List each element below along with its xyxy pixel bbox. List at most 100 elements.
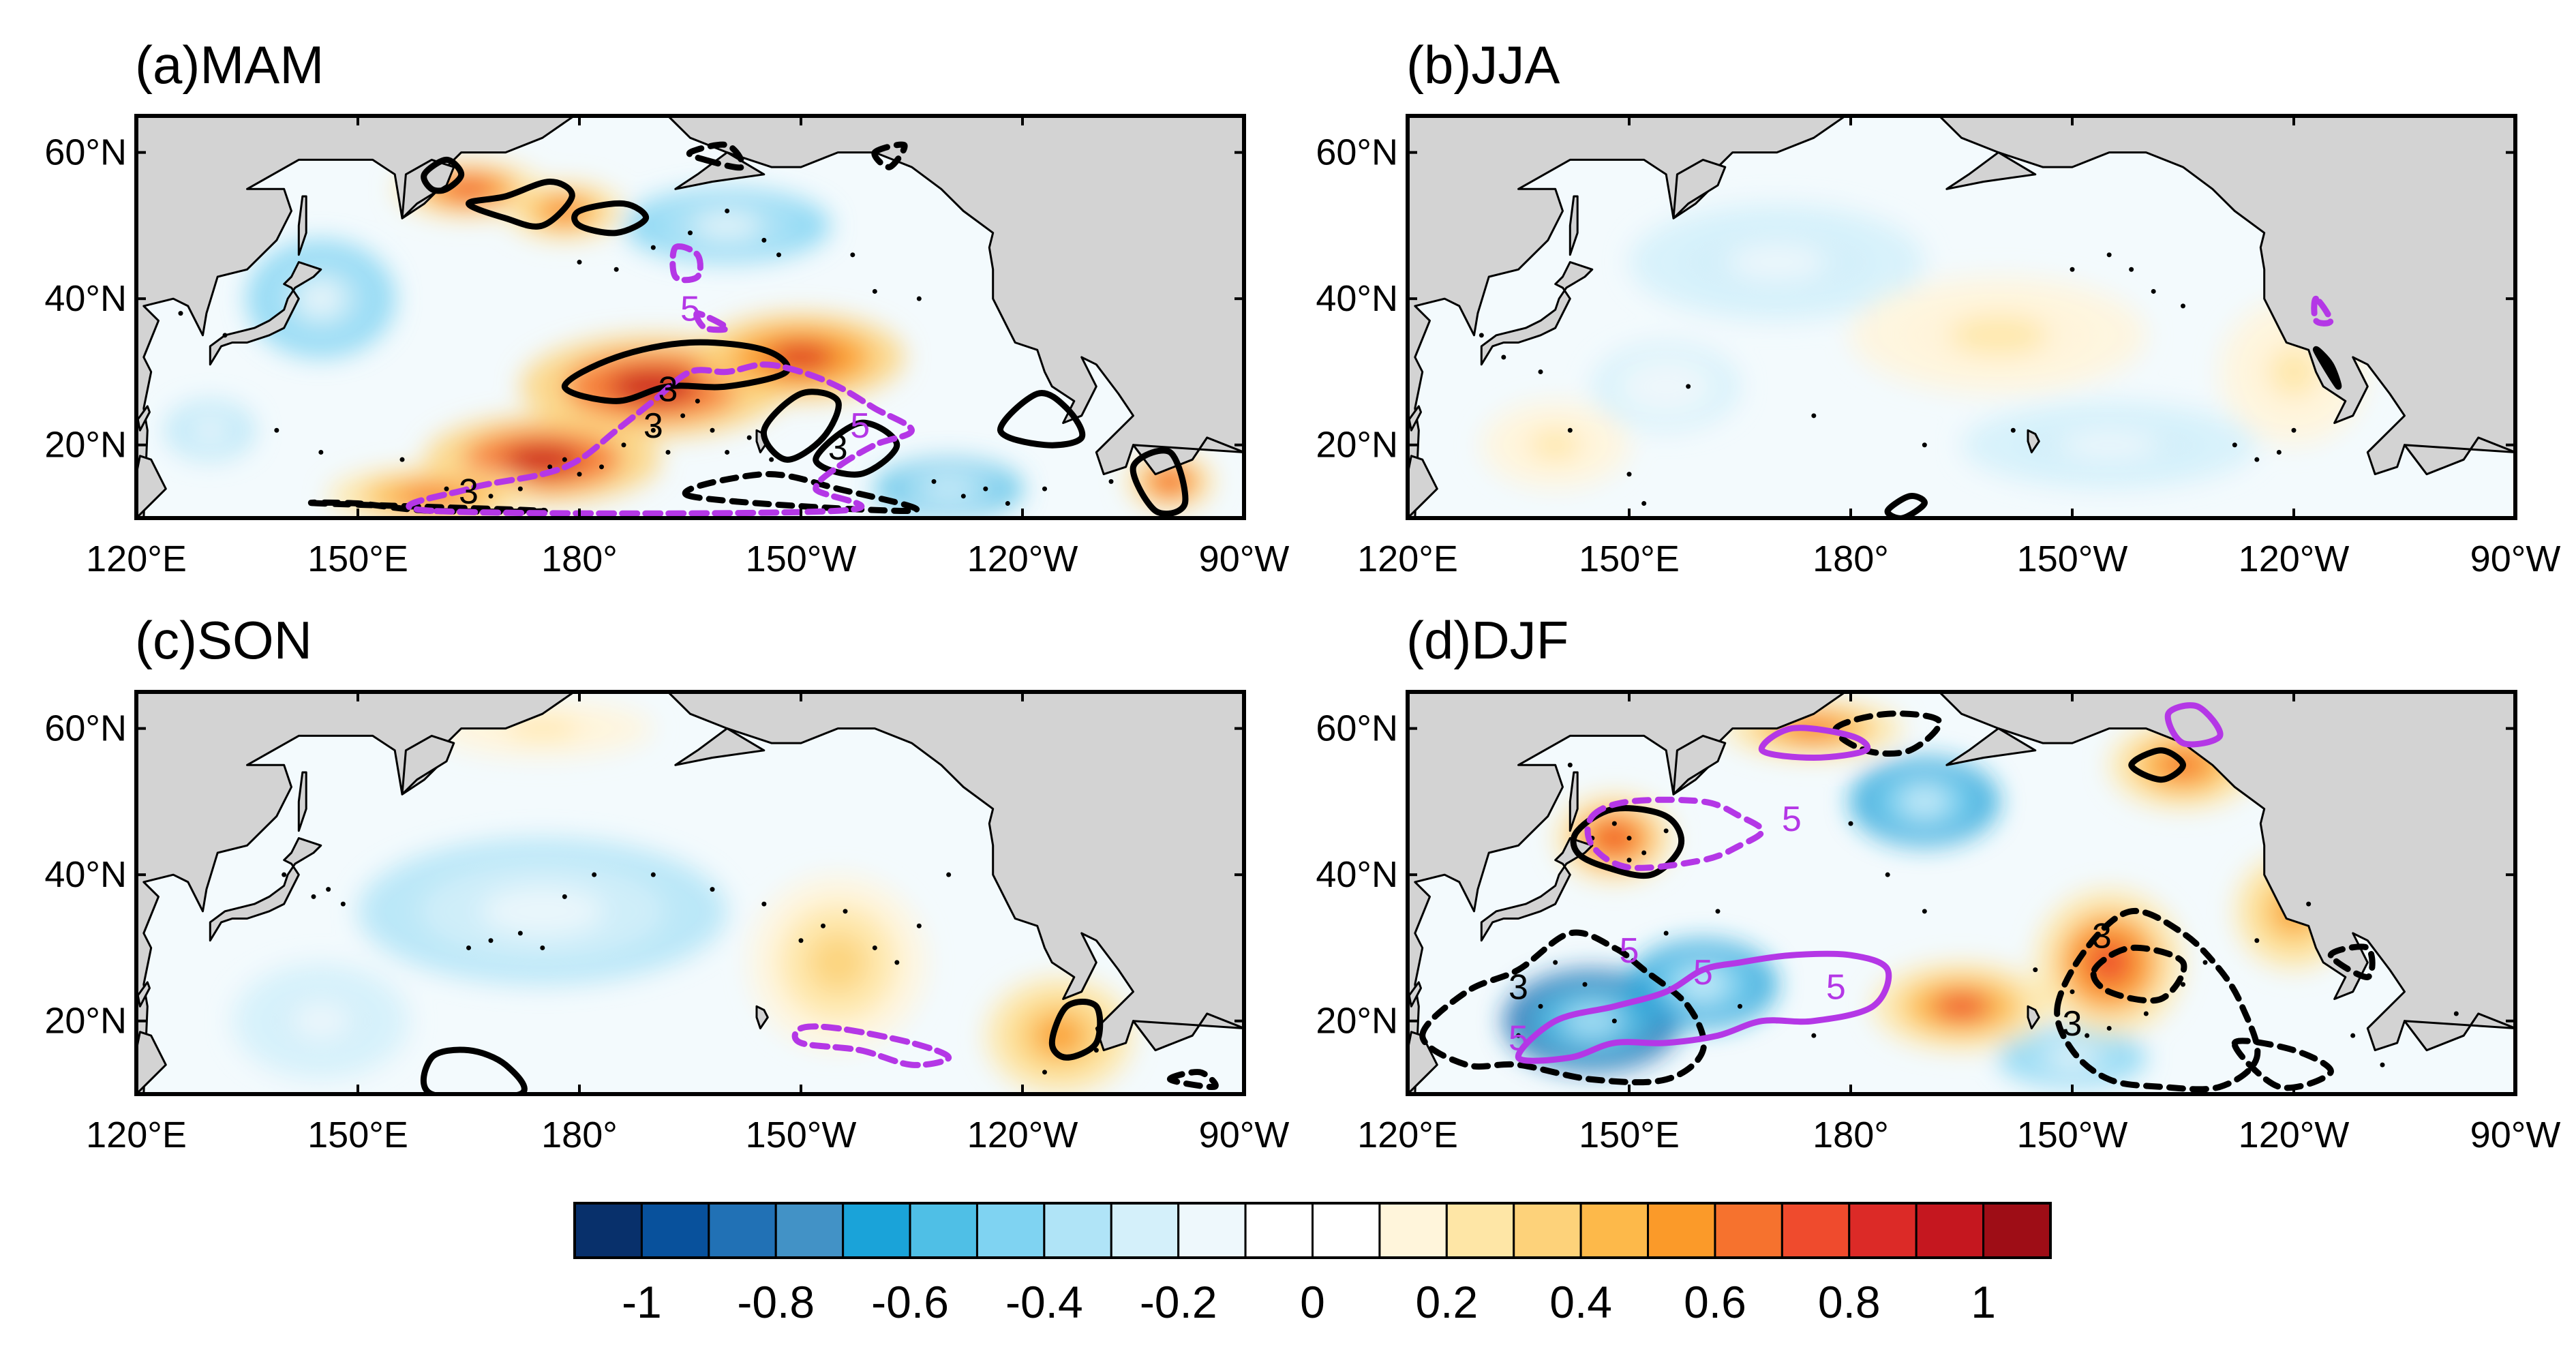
land-philippines	[136, 1031, 167, 1094]
map-panel-djf: 3 3 3 5 5 5 5 5 120°E 150°E 180° 150°W 120°W 90°W 20°N…	[1316, 690, 2560, 1155]
land-asia	[1408, 116, 1847, 518]
stipple-dot	[2202, 960, 2208, 965]
black-contour	[2327, 943, 2376, 980]
land-taiwan	[136, 981, 151, 1008]
lon-tick-label: 90°W	[1199, 1115, 1290, 1155]
land-sakhalin	[1569, 195, 1579, 256]
lon-tick-label: 150°E	[1579, 539, 1680, 579]
purple-contour	[1758, 725, 1871, 761]
purple-contour-label: 5	[680, 289, 700, 329]
purple-contour-label: 5	[1620, 931, 1639, 971]
stipple-dot	[577, 472, 582, 477]
map-frame	[1406, 690, 2517, 1096]
land-japan	[1480, 837, 1594, 942]
black-contour	[2231, 1038, 2334, 1091]
stipple-dot	[577, 260, 582, 265]
map-frame	[134, 690, 1246, 1096]
lat-tick-label: 60°N	[44, 708, 127, 749]
black-contour	[1570, 805, 1685, 879]
colorbar-swatch	[1043, 1202, 1112, 1259]
lon-tick-label: 150°E	[307, 1115, 408, 1155]
lon-tick-label: 90°W	[1199, 539, 1290, 579]
land-sakhalin	[297, 195, 307, 256]
land-sakhalin	[1569, 771, 1579, 832]
land-alaskaPen	[1945, 151, 2037, 190]
field-blob-negative	[1727, 242, 1826, 282]
black-contour	[2054, 907, 2261, 1093]
map-frame	[134, 114, 1246, 520]
field-blob-positive	[503, 444, 582, 474]
land-america	[663, 692, 1244, 1052]
lon-tick-label: 120°W	[2239, 539, 2350, 579]
significance-stippling	[282, 872, 1099, 1075]
black-contour	[2090, 944, 2187, 1004]
stipple-dot	[2291, 427, 2297, 433]
stipple-dot	[776, 252, 781, 258]
stipple-dot	[1811, 1033, 1817, 1038]
stipple-dot	[2181, 982, 2185, 987]
stipple-dot	[1611, 1018, 1617, 1024]
colorbar-swatch	[1915, 1202, 1985, 1259]
land-mexicoTip	[1132, 436, 1244, 476]
stipple-dot	[710, 427, 715, 433]
field-blob-negative	[924, 479, 973, 499]
stipple-dot	[2232, 442, 2237, 448]
purple-contour-label: 5	[1826, 968, 1846, 1008]
field-blob-negative	[291, 1001, 351, 1041]
stipple-dot	[1715, 909, 1721, 914]
black-contour	[1130, 447, 1189, 517]
stipple-dot	[680, 413, 686, 419]
land-asia	[136, 692, 576, 1094]
lon-tick-label: 150°W	[2017, 539, 2128, 579]
stipple-dot	[1042, 486, 1047, 491]
stipple-dot	[1641, 501, 1647, 506]
land-mask	[1408, 116, 2515, 518]
stipple-dot	[1005, 501, 1010, 506]
stipple-dot	[769, 457, 774, 462]
lat-tick-label: 40°N	[1316, 278, 1398, 319]
stipple-dot	[282, 872, 287, 877]
black-contour	[466, 179, 575, 230]
colorbar-frame	[573, 1202, 2052, 1259]
land-taiwan	[1408, 405, 1422, 432]
black-contour	[421, 156, 465, 194]
land-alaskaPen	[1945, 727, 2037, 766]
stipple-dot	[1611, 821, 1617, 826]
purple-contour-label: 5	[1509, 1019, 1528, 1059]
black-contour	[760, 389, 842, 463]
map-area: 3 3 3 5 5 5 5 5	[1408, 692, 2515, 1094]
land-mexicoTip	[2404, 1012, 2515, 1052]
colorbar-swatch	[909, 1202, 978, 1259]
land-mexicoTip	[2404, 436, 2515, 476]
lat-tick-label: 60°N	[44, 132, 127, 173]
correlation-field	[232, 699, 1134, 1094]
colorbar-swatch	[1579, 1202, 1650, 1259]
stipple-dot	[540, 945, 545, 950]
land-taiwan	[1408, 981, 1422, 1008]
black-contour-label: 3	[2063, 1004, 2082, 1044]
purple-contour	[2164, 702, 2224, 748]
panel-title-d: (d)DJF	[1406, 610, 1569, 670]
land-america	[1935, 116, 2515, 476]
purple-contour	[2311, 295, 2334, 327]
stipple-dot	[850, 252, 855, 258]
black-contour	[420, 1046, 528, 1094]
stipple-dot	[1848, 821, 1853, 826]
field-blob-negative	[296, 279, 346, 318]
stipple-dot	[746, 435, 752, 440]
purple-contour	[693, 310, 731, 333]
lon-tick-label: 150°E	[307, 539, 408, 579]
land-philippines	[136, 455, 167, 518]
land-hawaii	[2027, 1005, 2040, 1029]
stipple-dot	[2033, 967, 2038, 973]
purple-contour	[406, 361, 915, 517]
stipple-dot	[466, 945, 471, 950]
land-asia	[136, 116, 576, 518]
land-hawaii	[755, 1005, 769, 1029]
lon-tick-label: 120°E	[86, 1115, 187, 1155]
lon-tick-label: 150°W	[746, 539, 857, 579]
black-contour	[1419, 929, 1707, 1086]
